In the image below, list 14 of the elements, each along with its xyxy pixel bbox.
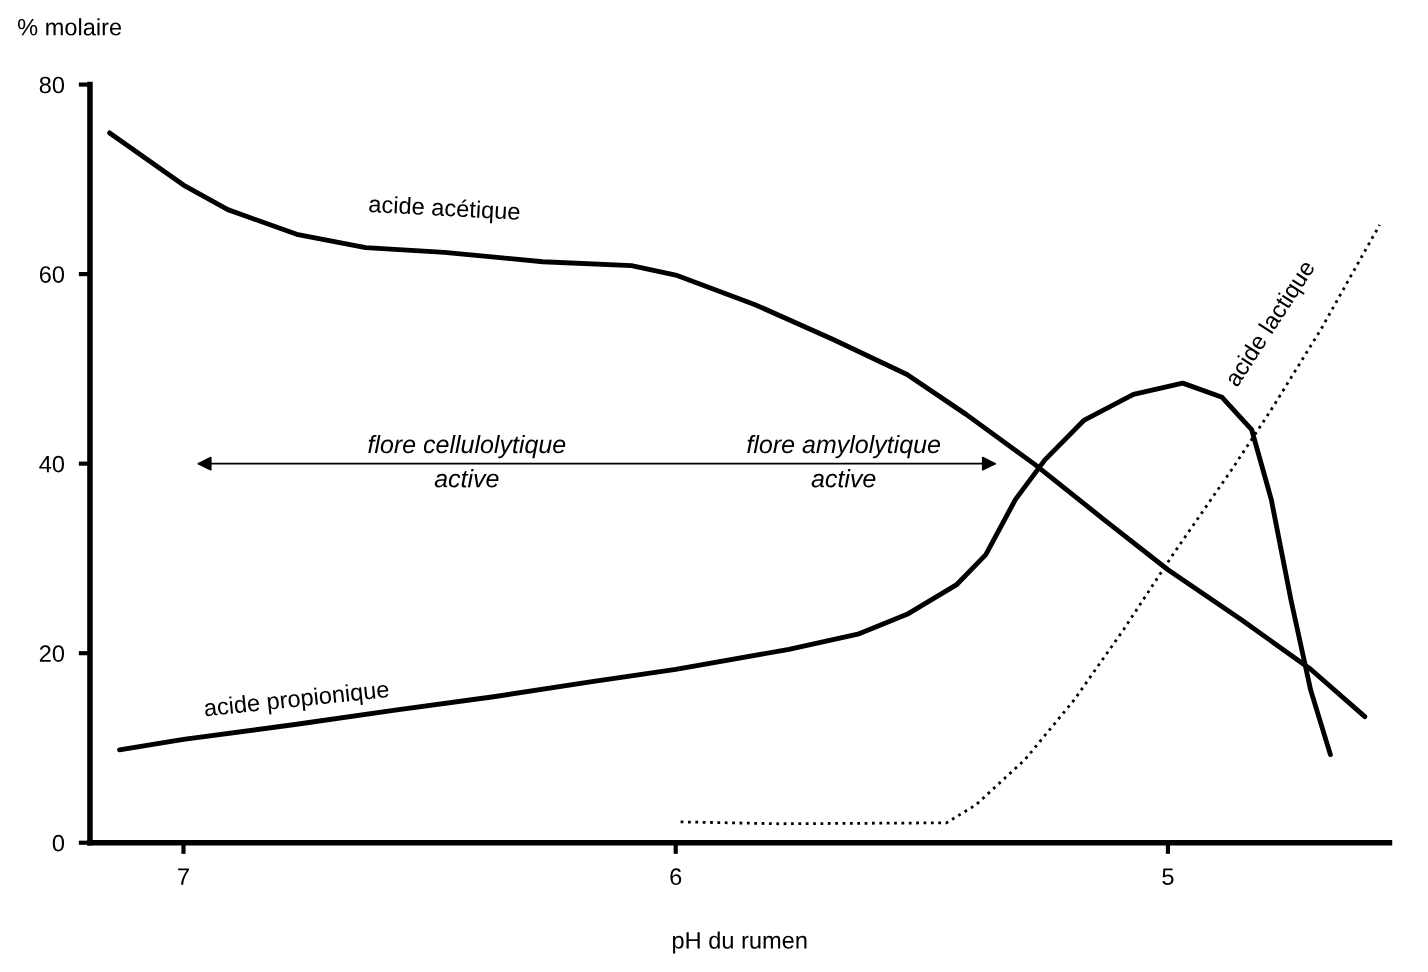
annotation: flore cellulolytique active [368,434,566,488]
y-tick-label: 0 [52,834,65,852]
x-axis-title: pH du rumen [672,931,807,954]
annotation: flore amylolytique active [747,434,941,488]
text: acide propionique [203,679,390,722]
y-tick-label: 80 [39,76,65,94]
y-axis-title: % molaire [17,18,122,36]
y-tick-label: 60 [39,266,65,283]
x-tick-label: 5 [1162,868,1174,886]
y-tick-label: 40 [39,455,65,473]
x-tick-label: 7 [178,868,189,885]
x-tick-label: 6 [670,868,682,886]
y-tick-label: 20 [39,645,65,662]
series-label: acide acétique [368,194,520,225]
